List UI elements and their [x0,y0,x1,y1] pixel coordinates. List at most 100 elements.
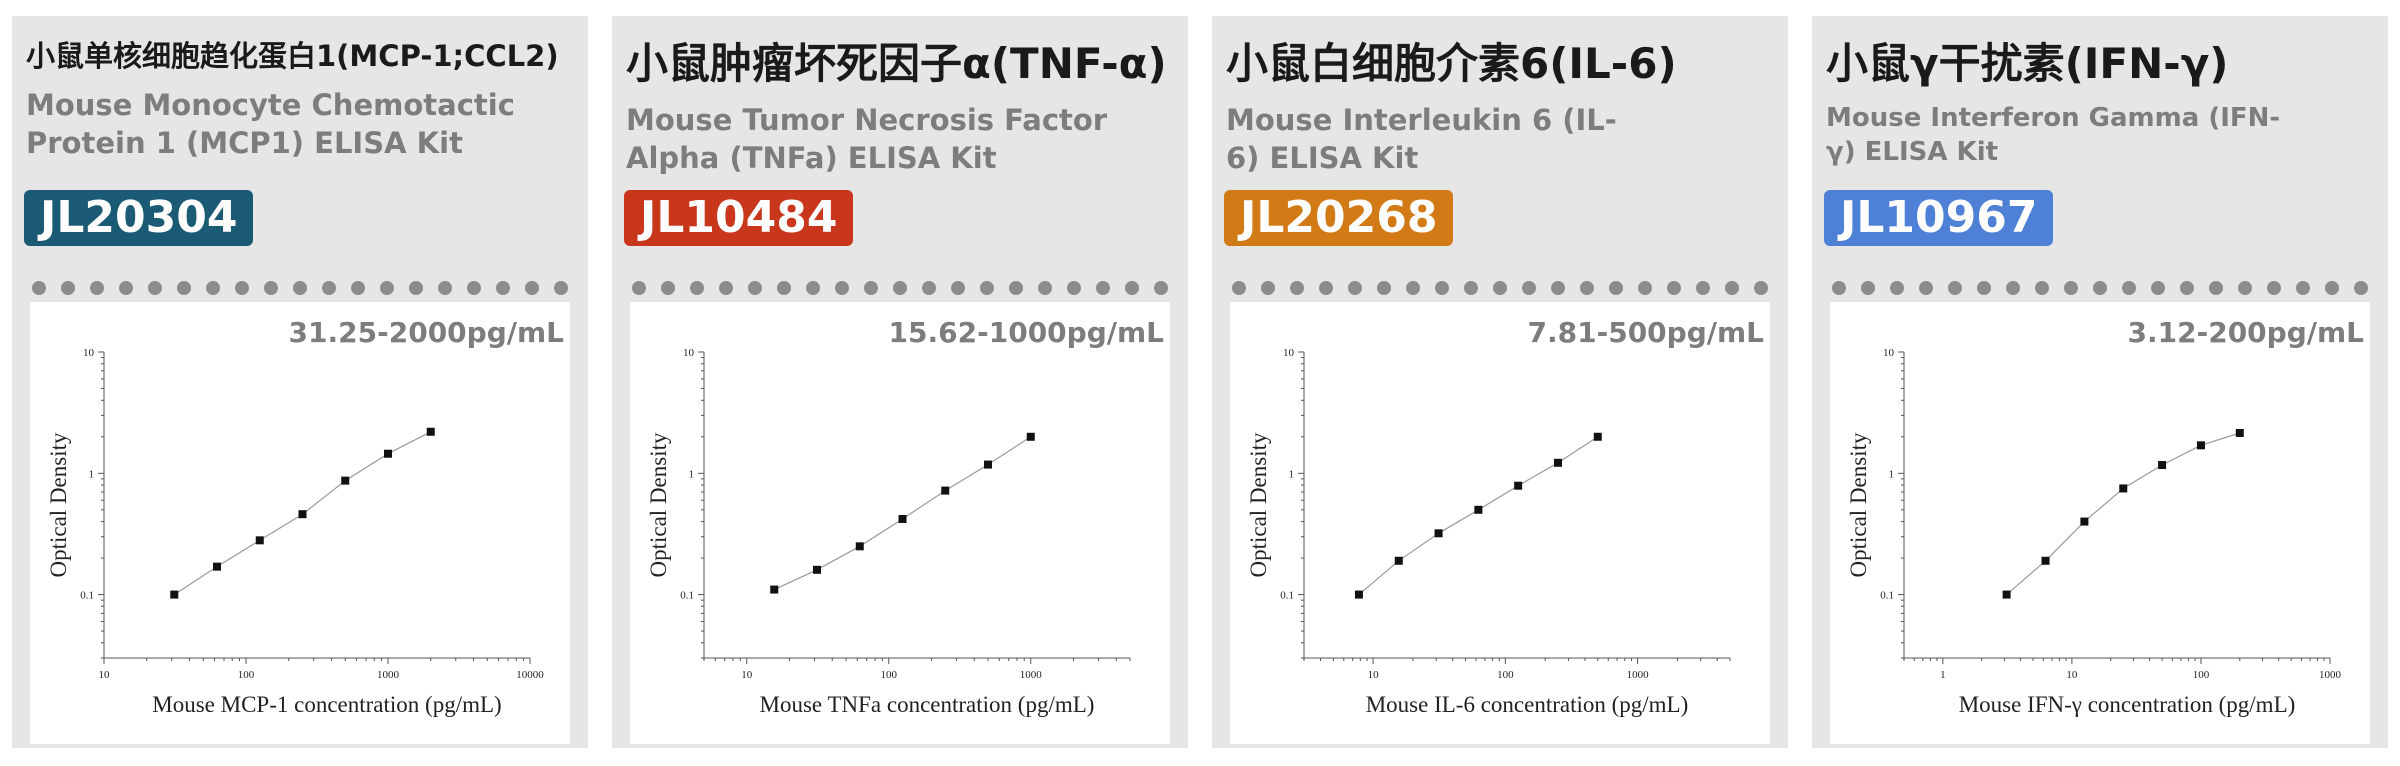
divider-dot [2064,281,2078,295]
divider-dot [2209,281,2223,295]
divider-dot [1890,281,1904,295]
data-point [213,562,222,571]
dot-divider [1832,280,2368,296]
divider-dot [1319,281,1333,295]
product-english-title: Mouse Monocyte Chemotactic Protein 1 (MC… [26,88,515,161]
divider-dot [148,281,162,295]
dot-divider [1232,280,1768,296]
y-tick-label: 10 [83,347,95,359]
divider-dot [2238,281,2252,295]
data-point [2235,428,2244,437]
x-tick-label: 10 [1368,669,1380,681]
standard-curve-chart: 10 100 1000 0.1 1 10 Mouse IL-6 concentration … [1246,347,1731,717]
divider-dot [1406,281,1420,295]
divider-dot [951,281,965,295]
data-point [1434,529,1443,538]
dot-divider [632,280,1168,296]
product-english-title: Mouse Tumor Necrosis Factor Alpha (TNFa)… [626,103,1108,175]
y-tick-label: 1 [1889,468,1895,480]
catalog-code-badge: JL10484 [624,190,854,246]
data-point [298,510,307,519]
x-axis-label: Mouse MCP-1 concentration (pg/mL) [152,692,501,717]
product-chinese-title: 小鼠γ干扰素(IFN-γ) [1826,39,2229,88]
divider-dot [496,281,510,295]
divider-dot [1096,281,1110,295]
divider-dot [690,281,704,295]
x-tick-label: 1000 [377,669,400,681]
data-point [2080,517,2089,526]
divider-dot [2296,281,2310,295]
divider-dot [119,281,133,295]
y-tick-label: 0.1 [1280,590,1294,602]
divider-dot [1009,281,1023,295]
data-point [2002,590,2011,599]
divider-dot [632,281,646,295]
x-tick-label: 1000 [1627,669,1650,681]
x-tick-label: 100 [2193,669,2210,681]
divider-dot [235,281,249,295]
divider-dot [380,281,394,295]
detection-range: 3.12-200pg/mL [2127,316,2364,349]
divider-dot [409,281,423,295]
divider-dot [2267,281,2281,295]
divider-dot [525,281,539,295]
divider-dot [61,281,75,295]
divider-dot [351,281,365,295]
standard-curve-panel: 10 100 1000 0.1 1 10 Mouse IL-6 concentration … [1230,302,1770,744]
standard-curve-panel: 10 100 1000 10000 0.1 1 10 Mouse MCP-1 concentr… [30,302,570,744]
x-tick-label: 10 [2066,669,2078,681]
divider-dot [980,281,994,295]
data-point [941,486,950,495]
divider-dot [1580,281,1594,295]
divider-dot [864,281,878,295]
divider-dot [661,281,675,295]
product-card-tnfa: 小鼠肿瘤坏死因子α(TNF-α) Mouse Tumor Necrosis Fa… [612,16,1188,748]
divider-dot [1948,281,1962,295]
divider-dot [719,281,733,295]
divider-dot [1832,281,1846,295]
product-card-ifng: 小鼠γ干扰素(IFN-γ) Mouse Interferon Gamma (IF… [1812,16,2388,748]
divider-dot [2122,281,2136,295]
product-chinese-title: 小鼠单核细胞趋化蛋白1(MCP-1;CCL2) [26,39,559,73]
product-english-title: Mouse Interferon Gamma (IFN-γ) ELISA Kit [1826,103,2281,168]
data-point [2196,441,2205,450]
data-point [770,585,779,594]
divider-dot [2151,281,2165,295]
x-axis-label: Mouse IL-6 concentration (pg/mL) [1366,692,1689,717]
divider-dot [2006,281,2020,295]
divider-dot [1493,281,1507,295]
data-point [984,460,992,469]
detection-range: 7.81-500pg/mL [1527,316,1764,349]
data-point [1354,590,1363,599]
divider-dot [1667,281,1681,295]
product-english-title: Mouse Interleukin 6 (IL-6) ELISA Kit [1226,103,1617,175]
x-tick-label: 10 [741,669,753,681]
standard-curve-panel: 10 100 1000 0.1 1 10 Mouse TNFa concentration … [630,302,1170,744]
divider-dot [1754,281,1768,295]
divider-dot [1067,281,1081,295]
divider-dot [1696,281,1710,295]
divider-dot [206,281,220,295]
y-tick-label: 10 [1283,347,1295,359]
data-point [426,427,435,436]
x-tick-label: 100 [880,669,897,681]
data-point [1394,556,1403,565]
y-tick-label: 0.1 [1880,590,1894,602]
divider-dot [1038,281,1052,295]
divider-dot [748,281,762,295]
divider-dot [90,281,104,295]
divider-dot [922,281,936,295]
data-point [341,476,350,485]
x-tick-label: 10000 [516,669,544,681]
divider-dot [2325,281,2339,295]
y-tick-label: 10 [1883,347,1895,359]
y-tick-label: 1 [689,468,695,480]
x-tick-label: 1000 [1020,669,1043,681]
divider-dot [1125,281,1139,295]
data-point [1553,458,1562,467]
divider-dot [438,281,452,295]
data-point [1593,432,1602,441]
divider-dot [2180,281,2194,295]
data-point [855,542,864,551]
dot-divider [32,280,568,296]
